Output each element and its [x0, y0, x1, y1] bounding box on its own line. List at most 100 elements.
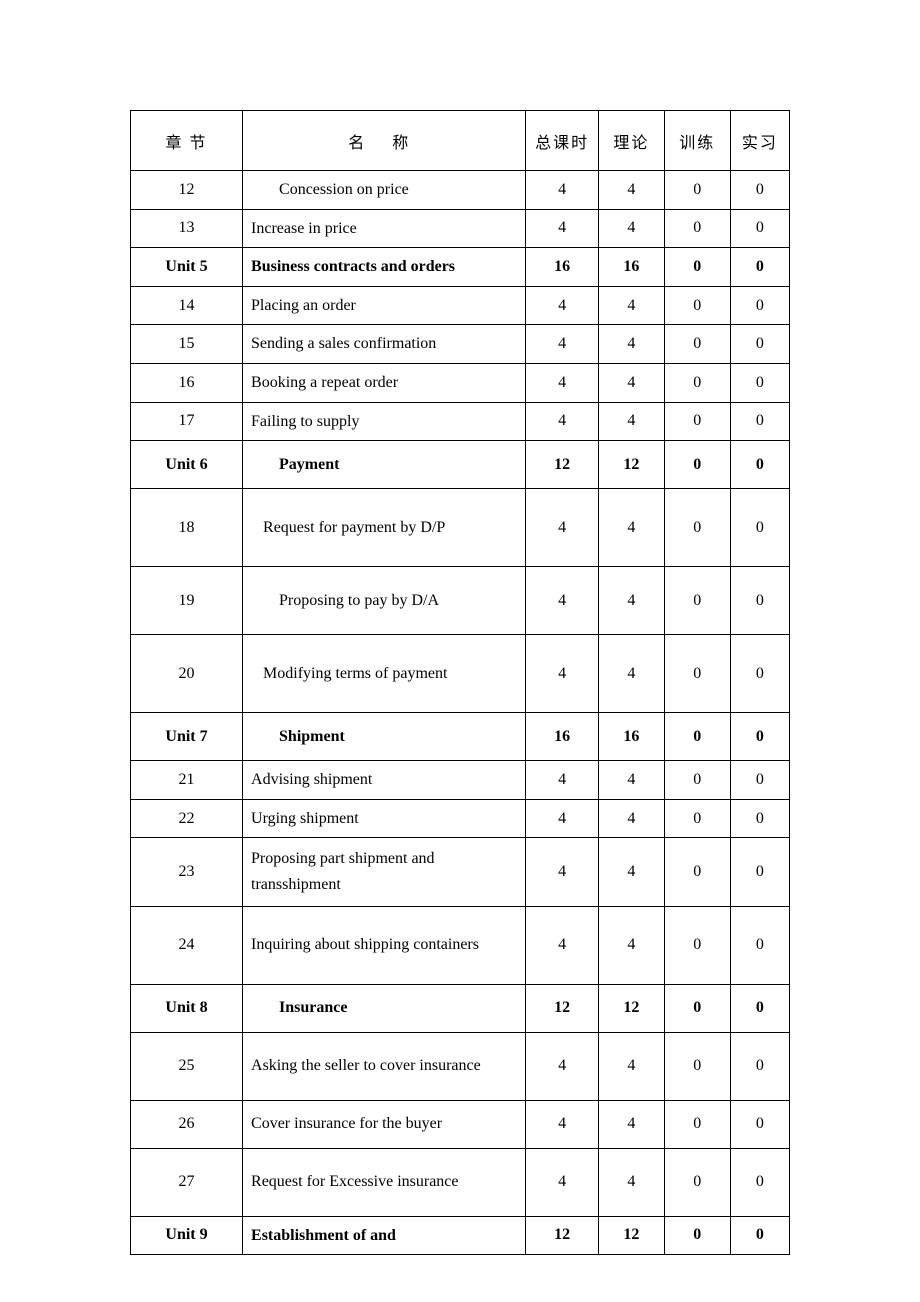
cell-total: 4: [526, 906, 598, 984]
cell-theory: 4: [598, 489, 664, 567]
cell-practice: 0: [730, 489, 789, 567]
cell-practice: 0: [730, 441, 789, 489]
cell-chapter: 21: [131, 761, 243, 800]
cell-chapter: Unit 7: [131, 713, 243, 761]
cell-total: 4: [526, 838, 598, 906]
cell-total: 4: [526, 761, 598, 800]
cell-total: 4: [526, 489, 598, 567]
cell-total: 4: [526, 171, 598, 210]
table-row: 14Placing an order4400: [131, 286, 790, 325]
cell-training: 0: [664, 713, 730, 761]
table-row: 23Proposing part shipment and transshipm…: [131, 838, 790, 906]
cell-practice: 0: [730, 325, 789, 364]
cell-practice: 0: [730, 171, 789, 210]
cell-name: Request for payment by D/P: [243, 489, 526, 567]
cell-training: 0: [664, 761, 730, 800]
cell-training: 0: [664, 209, 730, 248]
cell-total: 16: [526, 248, 598, 287]
cell-training: 0: [664, 567, 730, 635]
cell-chapter: 25: [131, 1032, 243, 1100]
table-row: 27Request for Excessive insurance4400: [131, 1148, 790, 1216]
cell-theory: 16: [598, 713, 664, 761]
cell-training: 0: [664, 489, 730, 567]
cell-theory: 4: [598, 363, 664, 402]
cell-theory: 4: [598, 906, 664, 984]
cell-practice: 0: [730, 402, 789, 441]
table-row: 25Asking the seller to cover insurance44…: [131, 1032, 790, 1100]
table-row: 16Booking a repeat order4400: [131, 363, 790, 402]
header-theory: 理论: [598, 111, 664, 171]
cell-name: Asking the seller to cover insurance: [243, 1032, 526, 1100]
header-name: 名 称: [243, 111, 526, 171]
cell-theory: 4: [598, 1032, 664, 1100]
cell-total: 12: [526, 984, 598, 1032]
cell-name: Inquiring about shipping containers: [243, 906, 526, 984]
table-row: Unit 6Payment121200: [131, 441, 790, 489]
cell-name: Request for Excessive insurance: [243, 1148, 526, 1216]
cell-theory: 4: [598, 209, 664, 248]
cell-chapter: 17: [131, 402, 243, 441]
cell-chapter: 23: [131, 838, 243, 906]
cell-practice: 0: [730, 1032, 789, 1100]
cell-theory: 4: [598, 567, 664, 635]
cell-name: Business contracts and orders: [243, 248, 526, 287]
table-row: Unit 8Insurance121200: [131, 984, 790, 1032]
cell-total: 4: [526, 635, 598, 713]
cell-practice: 0: [730, 248, 789, 287]
table-row: 26Cover insurance for the buyer4400: [131, 1100, 790, 1148]
cell-chapter: Unit 5: [131, 248, 243, 287]
cell-theory: 4: [598, 761, 664, 800]
cell-chapter: 20: [131, 635, 243, 713]
cell-name: Placing an order: [243, 286, 526, 325]
cell-training: 0: [664, 906, 730, 984]
cell-theory: 4: [598, 1148, 664, 1216]
course-schedule-table: 章 节 名 称 总课时 理论 训练 实习 12Concession on pri…: [130, 110, 790, 1255]
cell-training: 0: [664, 984, 730, 1032]
cell-training: 0: [664, 635, 730, 713]
cell-chapter: 14: [131, 286, 243, 325]
cell-name: Proposing to pay by D/A: [243, 567, 526, 635]
header-practice: 实习: [730, 111, 789, 171]
cell-name: Booking a repeat order: [243, 363, 526, 402]
cell-name: Cover insurance for the buyer: [243, 1100, 526, 1148]
cell-training: 0: [664, 799, 730, 838]
table-row: Unit 5Business contracts and orders16160…: [131, 248, 790, 287]
table-row: Unit 9Establishment of and121200: [131, 1216, 790, 1255]
cell-practice: 0: [730, 713, 789, 761]
cell-total: 4: [526, 1148, 598, 1216]
table-row: 19Proposing to pay by D/A4400: [131, 567, 790, 635]
table-row: 15Sending a sales confirmation4400: [131, 325, 790, 364]
cell-theory: 4: [598, 402, 664, 441]
cell-total: 4: [526, 1032, 598, 1100]
cell-name: Shipment: [243, 713, 526, 761]
cell-chapter: 24: [131, 906, 243, 984]
cell-total: 4: [526, 209, 598, 248]
cell-total: 4: [526, 402, 598, 441]
cell-training: 0: [664, 1100, 730, 1148]
cell-training: 0: [664, 286, 730, 325]
table-row: 13Increase in price4400: [131, 209, 790, 248]
cell-training: 0: [664, 1216, 730, 1255]
cell-chapter: 26: [131, 1100, 243, 1148]
table-row: 12Concession on price4400: [131, 171, 790, 210]
cell-practice: 0: [730, 567, 789, 635]
cell-training: 0: [664, 363, 730, 402]
cell-chapter: 22: [131, 799, 243, 838]
cell-practice: 0: [730, 286, 789, 325]
cell-practice: 0: [730, 838, 789, 906]
cell-total: 4: [526, 325, 598, 364]
table-row: 22Urging shipment4400: [131, 799, 790, 838]
cell-name: Modifying terms of payment: [243, 635, 526, 713]
cell-theory: 12: [598, 441, 664, 489]
cell-practice: 0: [730, 906, 789, 984]
cell-theory: 12: [598, 1216, 664, 1255]
cell-practice: 0: [730, 209, 789, 248]
cell-name: Establishment of and: [243, 1216, 526, 1255]
cell-practice: 0: [730, 1216, 789, 1255]
cell-theory: 16: [598, 248, 664, 287]
cell-training: 0: [664, 402, 730, 441]
table-row: Unit 7Shipment161600: [131, 713, 790, 761]
cell-chapter: Unit 8: [131, 984, 243, 1032]
cell-theory: 12: [598, 984, 664, 1032]
cell-name: Payment: [243, 441, 526, 489]
